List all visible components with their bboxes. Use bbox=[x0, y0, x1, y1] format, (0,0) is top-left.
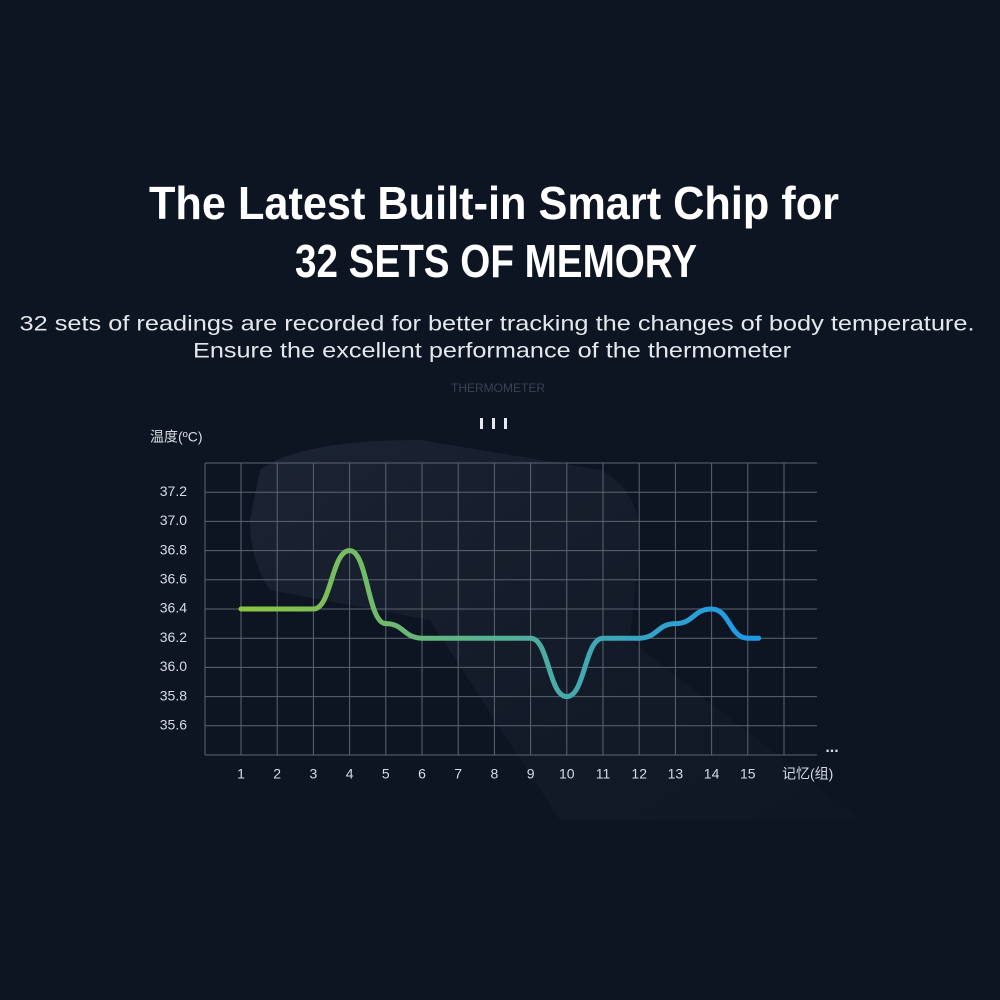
subtitle: 32 sets of readings are recorded for bet… bbox=[20, 313, 975, 336]
watermark: THERMOMETER bbox=[451, 381, 545, 395]
x-tick-label: 5 bbox=[382, 766, 390, 782]
y-tick-label: 36.4 bbox=[160, 600, 187, 616]
x-tick-label: 4 bbox=[346, 766, 354, 782]
title: The Latest Built-in Smart Chip for bbox=[149, 177, 839, 229]
x-tick-label: 7 bbox=[454, 766, 462, 782]
more-indicator: ... bbox=[825, 739, 838, 756]
y-tick-label: 36.2 bbox=[160, 629, 187, 645]
y-tick-label: 35.8 bbox=[160, 687, 187, 703]
x-tick-label: 3 bbox=[310, 766, 318, 782]
x-tick-label: 1 bbox=[237, 766, 245, 782]
x-tick-label: 10 bbox=[559, 766, 575, 782]
x-tick-label: 6 bbox=[418, 766, 426, 782]
x-tick-label: 15 bbox=[740, 766, 756, 782]
y-tick-label: 37.0 bbox=[160, 512, 187, 528]
y-axis-label: 温度(ºC) bbox=[150, 429, 203, 445]
x-tick-label: 11 bbox=[596, 766, 611, 782]
device-marks bbox=[480, 418, 507, 429]
device-silhouette bbox=[250, 440, 860, 820]
y-tick-label: 36.0 bbox=[160, 658, 187, 674]
y-tick-label: 37.2 bbox=[160, 483, 187, 499]
x-tick-label: 13 bbox=[668, 766, 684, 782]
x-tick-label: 12 bbox=[631, 766, 647, 782]
title: 32 SETS OF MEMORY bbox=[295, 235, 697, 287]
y-tick-label: 36.8 bbox=[160, 541, 187, 557]
x-axis-label: 记忆(组) bbox=[782, 766, 833, 782]
y-tick-label: 36.6 bbox=[160, 571, 187, 587]
data-line bbox=[238, 548, 762, 700]
x-tick-label: 9 bbox=[527, 766, 535, 782]
x-tick-label: 2 bbox=[273, 766, 281, 782]
subtitle: Ensure the excellent performance of the … bbox=[193, 340, 791, 363]
x-tick-label: 14 bbox=[704, 766, 720, 782]
x-tick-label: 8 bbox=[491, 766, 499, 782]
y-tick-label: 35.6 bbox=[160, 717, 187, 733]
